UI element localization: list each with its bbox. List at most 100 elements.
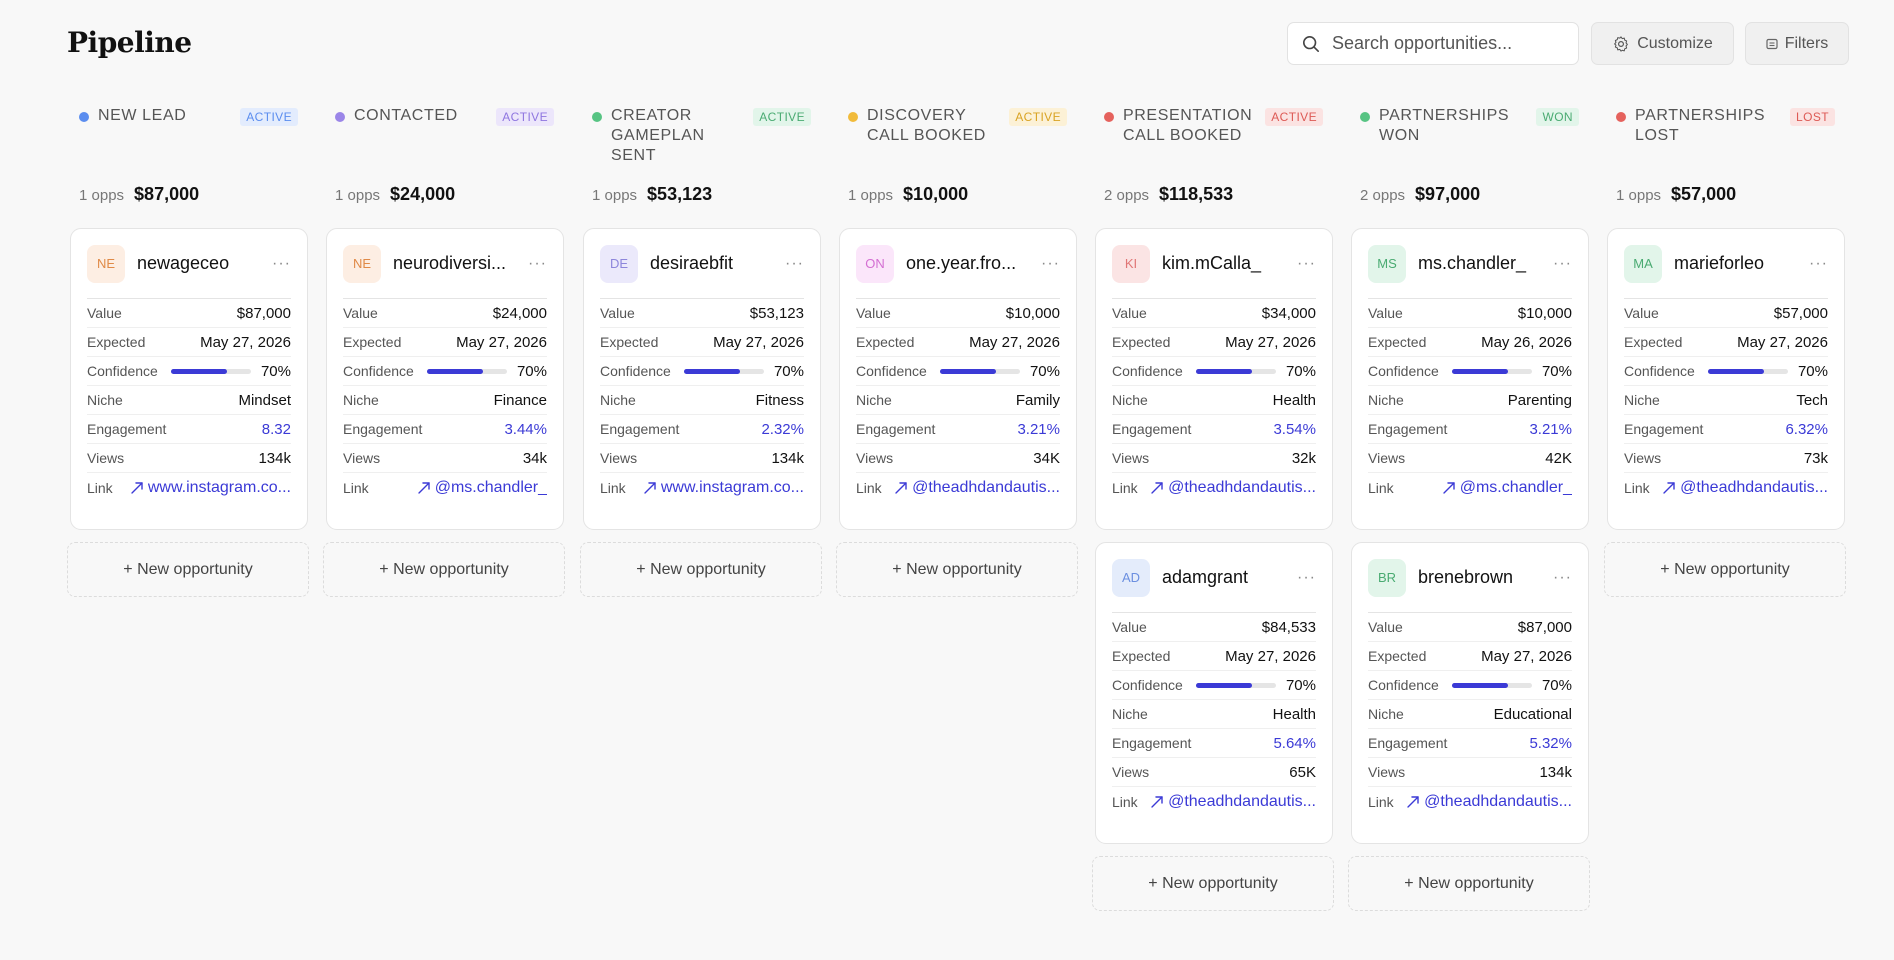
profile-link[interactable]: @theadhdandautis... [1662,479,1828,497]
card-header: MA marieforleo ··· [1624,244,1828,299]
opportunity-card[interactable]: NE neurodiversi... ··· Value $24,000 Expected… [326,228,564,530]
confidence-bar-fill [1195,368,1252,374]
card-header: MS ms.chandler_ ··· [1368,244,1572,299]
more-options-icon[interactable]: ··· [1297,568,1316,586]
profile-link[interactable]: @theadhdandautis... [1150,479,1316,497]
expected-label: Expected [856,334,915,350]
engagement-label: Engagement [856,421,936,437]
views-row: Views 32k [1112,444,1316,473]
card-header: BR brenebrown ··· [1368,558,1572,613]
confidence-bar [170,368,251,374]
profile-link[interactable]: @ms.chandler_ [1442,479,1572,497]
search-box[interactable] [1287,22,1579,65]
opportunity-card[interactable]: ON one.year.fro... ··· Value $10,000 Expected… [839,228,1077,530]
expected-value: May 27, 2026 [1225,333,1316,351]
confidence-bar [683,368,764,374]
profile-link[interactable]: www.instagram.co... [643,479,804,497]
views-row: Views 73k [1624,444,1828,473]
opportunity-card[interactable]: KI kim.mCalla_ ··· Value $34,000 Expected May … [1095,228,1333,530]
profile-link[interactable]: @theadhdandautis... [1406,793,1572,811]
opportunity-card[interactable]: MA marieforleo ··· Value $57,000 Expected May … [1607,228,1845,530]
confidence-label: Confidence [600,363,671,379]
engagement-value: 3.54% [1273,420,1316,438]
views-row: Views 134k [1368,758,1572,787]
link-row: Link @ms.chandler_ [1368,473,1572,502]
value-value: $87,000 [1517,618,1572,636]
value-row: Value $24,000 [343,299,547,328]
opportunity-card[interactable]: MS ms.chandler_ ··· Value $10,000 Expected May… [1351,228,1589,530]
value-value: $87,000 [236,304,291,322]
value-label: Value [87,305,122,321]
opportunity-card[interactable]: DE desiraebfit ··· Value $53,123 Expected May … [583,228,821,530]
new-opportunity-button[interactable]: + New opportunity [1092,856,1334,911]
expected-value: May 27, 2026 [200,333,291,351]
status-badge: ACTIVE [1265,108,1323,126]
views-row: Views 65K [1112,758,1316,787]
link-row: Link @theadhdandautis... [1112,787,1316,816]
column-title: DISCOVERY CALL BOOKED [848,106,988,146]
external-link-icon [131,481,143,494]
link-label: Link [1624,479,1650,496]
creator-name: newageceo [137,253,230,273]
filters-label: Filters [1784,34,1829,52]
new-opportunity-button[interactable]: + New opportunity [1604,542,1846,597]
confidence-bar-fill [683,368,740,374]
column-stats: 1 opps $24,000 [335,184,455,205]
card-list: MS ms.chandler_ ··· Value $10,000 Expected May… [1348,228,1590,911]
confidence-bar [1195,682,1276,688]
search-input[interactable] [1332,33,1562,54]
views-label: Views [600,450,638,466]
new-opportunity-button[interactable]: + New opportunity [580,542,822,597]
opportunity-card[interactable]: AD adamgrant ··· Value $84,533 Expected May 27… [1095,542,1333,844]
value-value: $10,000 [1517,304,1572,322]
more-options-icon[interactable]: ··· [1809,254,1828,272]
filters-button[interactable]: Filters [1745,22,1849,65]
profile-link[interactable]: @ms.chandler_ [417,479,547,497]
opportunity-card[interactable]: NE newageceo ··· Value $87,000 Expected May 27… [70,228,308,530]
more-options-icon[interactable]: ··· [1553,568,1572,586]
status-badge: ACTIVE [1009,108,1067,126]
value-label: Value [1112,619,1147,635]
more-options-icon[interactable]: ··· [1553,254,1572,272]
views-row: Views 134k [600,444,804,473]
column-title: PARTNERSHIPS LOST [1616,106,1765,146]
expected-row: Expected May 27, 2026 [343,328,547,357]
confidence-value: 70% [1029,362,1060,380]
creator-name: ms.chandler_ [1418,253,1527,273]
column-total: $118,533 [1159,184,1234,204]
creator-name: one.year.fro... [906,253,1017,273]
confidence-bar [1451,682,1532,688]
confidence-label: Confidence [1112,677,1183,693]
profile-link[interactable]: @theadhdandautis... [894,479,1060,497]
more-options-icon[interactable]: ··· [1041,254,1060,272]
more-options-icon[interactable]: ··· [785,254,804,272]
confidence-value: 70% [1285,362,1316,380]
pipeline-column: DISCOVERY CALL BOOKED ACTIVE 1 opps $10,000… [836,106,1079,597]
niche-value: Fitness [755,391,804,409]
profile-link[interactable]: www.instagram.co... [130,479,291,497]
niche-label: Niche [856,392,892,408]
more-options-icon[interactable]: ··· [1297,254,1316,272]
link-label: Link [87,479,113,496]
customize-button[interactable]: Customize [1591,22,1734,65]
views-label: Views [1368,450,1406,466]
creator-name: desiraebfit [650,253,734,273]
profile-link[interactable]: @theadhdandautis... [1150,793,1316,811]
niche-value: Parenting [1507,391,1572,409]
new-opportunity-button[interactable]: + New opportunity [1348,856,1590,911]
new-opportunity-button[interactable]: + New opportunity [323,542,565,597]
new-opportunity-button[interactable]: + New opportunity [67,542,309,597]
confidence-row: Confidence 70% [1368,357,1572,386]
confidence-meter: 70% [1451,363,1572,380]
confidence-row: Confidence 70% [1624,357,1828,386]
new-opportunity-button[interactable]: + New opportunity [836,542,1078,597]
more-options-icon[interactable]: ··· [528,254,547,272]
expected-label: Expected [1112,648,1171,664]
confidence-row: Confidence 70% [856,357,1060,386]
engagement-value: 3.44% [504,420,547,438]
engagement-value: 3.21% [1529,420,1572,438]
more-options-icon[interactable]: ··· [272,254,291,272]
opportunity-card[interactable]: BR brenebrown ··· Value $87,000 Expected May 2… [1351,542,1589,844]
stage-dot-icon [335,112,345,122]
expected-row: Expected May 26, 2026 [1368,328,1572,357]
